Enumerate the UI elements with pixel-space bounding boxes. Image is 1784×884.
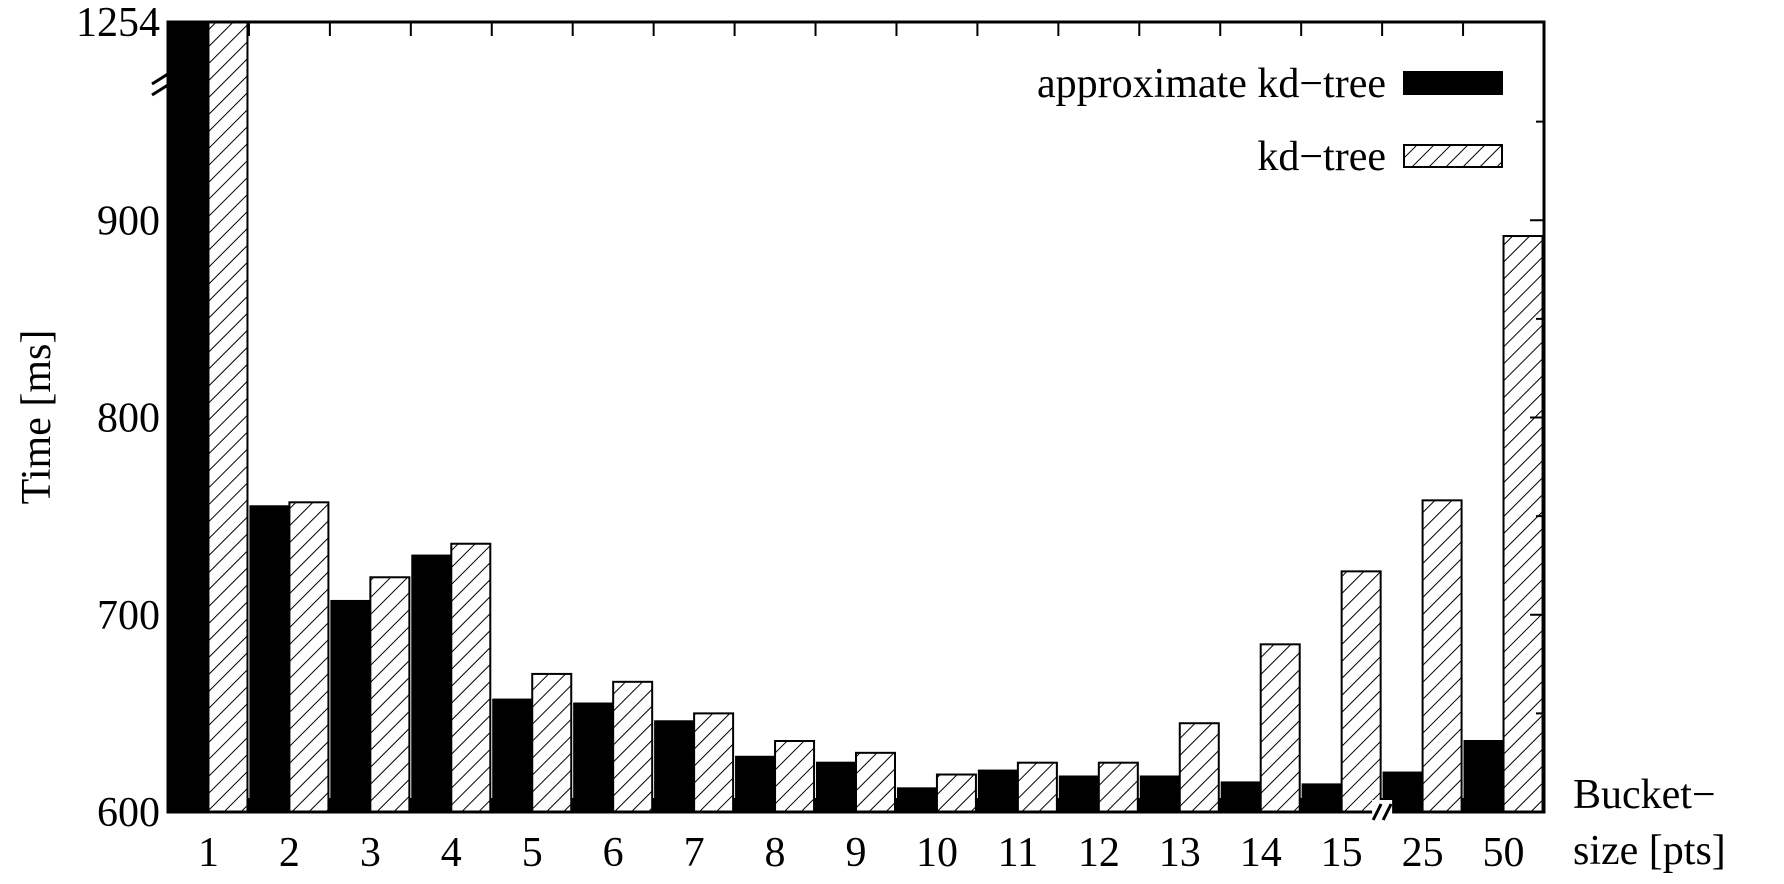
bar-approximate-kd-tree-6 [573, 702, 615, 814]
bar-approximate-kd-tree-14 [1220, 781, 1262, 813]
bar-kd-tree-6 [612, 680, 654, 813]
bar-approximate-kd-tree-5 [492, 698, 534, 814]
bar-kd-tree-13 [1178, 722, 1220, 813]
bar-approximate-kd-tree-12 [1058, 775, 1100, 813]
legend-label: approximate kd−tree [1037, 61, 1386, 107]
x-axis-title-line-1: Bucket− [1573, 772, 1716, 818]
legend-swatch [1403, 71, 1503, 95]
bar-approximate-kd-tree-8 [735, 755, 777, 814]
y-tick-label: 1254 [76, 0, 160, 46]
bar-kd-tree-3 [369, 576, 411, 814]
legend-swatch [1403, 144, 1503, 168]
y-tick-label: 700 [97, 593, 160, 639]
x-axis-break-gap [1372, 800, 1393, 824]
bars-group [168, 21, 1544, 814]
bar-approximate-kd-tree-15 [1301, 783, 1343, 814]
x-tick-label: 13 [1159, 830, 1201, 876]
bar-kd-tree-5 [531, 672, 573, 813]
bar-kd-tree-10 [935, 773, 977, 814]
x-axis-break-mark [1381, 803, 1393, 821]
bar-kd-tree-14 [1259, 643, 1301, 814]
bar-approximate-kd-tree-10 [896, 787, 938, 814]
x-tick-label: 7 [684, 830, 705, 876]
x-tick-label: 50 [1483, 830, 1525, 876]
y-tick-label: 900 [97, 198, 160, 244]
bar-approximate-kd-tree-9 [816, 761, 857, 813]
y-axis-title: Time [ms] [14, 330, 60, 505]
x-tick-label: 11 [998, 830, 1038, 876]
x-tick-label: 25 [1402, 830, 1444, 876]
y-tick-label: 800 [97, 396, 160, 442]
x-tick-label: 8 [765, 830, 786, 876]
bar-kd-tree-9 [855, 751, 896, 814]
axis-breaks [151, 72, 1393, 824]
bar-approximate-kd-tree-2 [249, 505, 291, 813]
bar-approximate-kd-tree-3 [330, 599, 372, 813]
bar-kd-tree-12 [1097, 761, 1139, 813]
bar-kd-tree-25 [1421, 499, 1463, 813]
legend: approximate kd−tree kd−tree [1037, 61, 1503, 180]
x-axis-title-line-2: size [pts] [1573, 828, 1726, 874]
bar-approximate-kd-tree-50 [1463, 739, 1505, 813]
y-axis-break-mark [151, 72, 181, 86]
bar-approximate-kd-tree-7 [654, 720, 696, 814]
bar-approximate-kd-tree-11 [977, 769, 1019, 814]
x-tick-label: 9 [846, 830, 867, 876]
x-tick-label: 12 [1078, 830, 1120, 876]
x-axis-break-mark [1371, 803, 1383, 821]
y-axis-break-mark [151, 83, 181, 97]
x-tick-label: 5 [522, 830, 543, 876]
x-tick-label: 2 [279, 830, 300, 876]
legend-label: kd−tree [1257, 134, 1386, 180]
bar-kd-tree-7 [693, 712, 735, 813]
bar-kd-tree-8 [774, 739, 816, 813]
x-tick-label: 4 [441, 830, 462, 876]
x-tick-label: 3 [360, 830, 381, 876]
x-tick-label: 14 [1240, 830, 1282, 876]
bar-approximate-kd-tree-13 [1139, 775, 1181, 813]
bar-kd-tree-1 [207, 21, 249, 813]
x-tick-label: 6 [603, 830, 624, 876]
y-tick-label: 600 [97, 790, 160, 836]
bar-approximate-kd-tree-4 [411, 554, 453, 813]
x-tick-label: 15 [1321, 830, 1363, 876]
bar-kd-tree-15 [1340, 570, 1382, 813]
x-tick-label: 1 [198, 830, 219, 876]
bar-kd-tree-2 [288, 501, 330, 813]
x-tick-label: 10 [916, 830, 958, 876]
bar-kd-tree-50 [1502, 235, 1544, 813]
bar-kd-tree-11 [1016, 761, 1058, 813]
bar-kd-tree-4 [450, 542, 492, 813]
